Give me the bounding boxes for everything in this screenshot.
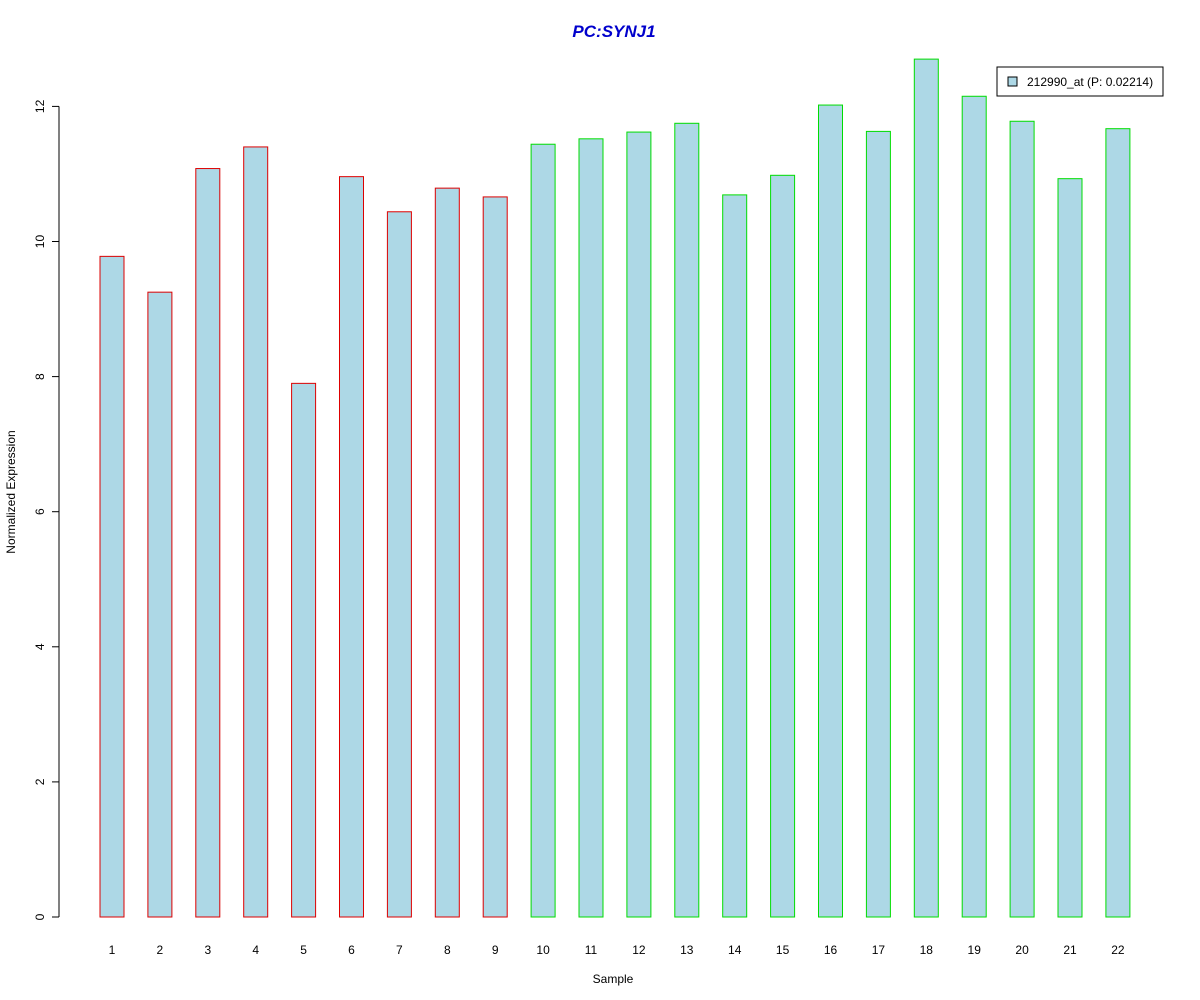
bar — [818, 104, 843, 918]
y-tick-label: 12 — [33, 99, 47, 113]
x-tick-label: 21 — [1063, 943, 1077, 957]
bar — [1057, 178, 1083, 918]
bar — [530, 143, 556, 918]
bar — [434, 187, 460, 918]
legend-swatch — [1007, 76, 1018, 87]
bar — [386, 211, 412, 918]
x-tick-label: 13 — [680, 943, 694, 957]
x-tick-label: 7 — [396, 943, 403, 957]
bar — [1009, 120, 1035, 918]
x-tick-label: 4 — [252, 943, 259, 957]
bar — [674, 122, 700, 918]
x-tick-label: 17 — [872, 943, 886, 957]
bar — [147, 291, 173, 918]
y-tick-label: 8 — [33, 373, 47, 380]
x-tick-label: 5 — [300, 943, 307, 957]
bar — [291, 382, 317, 918]
bar — [913, 58, 939, 918]
bar — [770, 174, 796, 918]
bar — [961, 95, 987, 918]
bar — [722, 194, 748, 918]
y-axis: 0 2 4 6 8 10 12 — [33, 99, 60, 920]
legend: 212990_at (P: 0.02214) — [996, 66, 1164, 97]
bar — [482, 196, 508, 918]
x-tick-label: 8 — [444, 943, 451, 957]
bars — [99, 58, 1131, 918]
y-tick-label: 4 — [33, 643, 47, 650]
y-tick-label: 6 — [33, 508, 47, 515]
y-tick-label: 0 — [33, 913, 47, 920]
bar — [1105, 128, 1131, 918]
x-tick-label: 19 — [968, 943, 982, 957]
x-tick-label: 6 — [348, 943, 355, 957]
x-tick-labels: 1 2 3 4 5 6 7 8 9 10 11 12 13 14 15 16 17 18 19 20 21 22 — [109, 943, 1125, 957]
bar — [195, 168, 221, 918]
bar — [865, 130, 891, 918]
chart-title: PC:SYNJ1 — [572, 22, 655, 41]
y-tick-label: 2 — [33, 778, 47, 785]
legend-label: 212990_at (P: 0.02214) — [1027, 75, 1153, 89]
bar — [626, 131, 652, 918]
x-tick-label: 2 — [157, 943, 164, 957]
y-axis-title: Normalized Expression — [4, 430, 18, 553]
x-tick-label: 11 — [585, 943, 598, 957]
x-tick-label: 10 — [536, 943, 550, 957]
legend-box — [996, 66, 1164, 97]
x-tick-label: 1 — [109, 943, 116, 957]
bar — [339, 176, 364, 918]
y-tick-label: 10 — [33, 235, 47, 249]
bar — [99, 255, 125, 918]
x-tick-label: 15 — [776, 943, 790, 957]
x-tick-label: 18 — [920, 943, 934, 957]
x-tick-label: 9 — [492, 943, 499, 957]
x-tick-label: 3 — [204, 943, 211, 957]
x-axis-title: Sample — [593, 972, 634, 986]
x-tick-label: 14 — [728, 943, 742, 957]
bar — [243, 146, 269, 918]
x-tick-label: 16 — [824, 943, 838, 957]
bar — [578, 138, 604, 918]
x-tick-label: 20 — [1015, 943, 1029, 957]
x-tick-label: 12 — [632, 943, 646, 957]
x-tick-label: 22 — [1111, 943, 1125, 957]
